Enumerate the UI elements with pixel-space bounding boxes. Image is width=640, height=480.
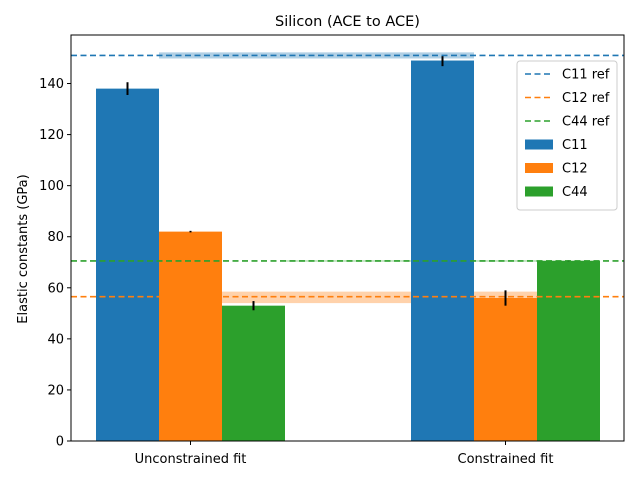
legend-swatch-C12: [525, 163, 553, 173]
y-axis-title: Elastic constants (GPa): [16, 174, 31, 323]
y-tick-label-7: 140: [39, 77, 64, 92]
legend-label-C12 ref: C12 ref: [562, 91, 610, 106]
y-tick-label-3: 60: [47, 281, 64, 296]
legend-label-C44: C44: [562, 185, 588, 200]
y-tick-label-0: 0: [56, 435, 64, 450]
x-tick-label-1: Constrained fit: [458, 452, 554, 467]
bar-C11-0: [96, 88, 159, 441]
chart-title: Silicon (ACE to ACE): [275, 14, 420, 30]
bar-C12-0: [159, 231, 222, 441]
bars: [96, 60, 600, 441]
x-tick-label-0: Unconstrained fit: [135, 452, 247, 467]
axes: 0 20 40 60 80 100 120 140 Unconstrained fit Const…: [39, 34, 625, 467]
legend: C11 ref C12 ref C44 ref C11 C12 C44: [516, 60, 618, 211]
legend-label-C11: C11: [562, 138, 588, 153]
bar-C12-1: [474, 298, 537, 441]
bar-C44-1: [537, 260, 600, 441]
bar-C44-0: [222, 305, 285, 441]
legend-label-C11 ref: C11 ref: [562, 68, 610, 83]
y-tick-label-5: 100: [39, 179, 64, 194]
legend-swatch-C11: [525, 139, 553, 150]
y-tick-label-2: 40: [47, 332, 64, 347]
reference-band-0: [159, 52, 474, 59]
plot-frame: [70, 34, 625, 442]
y-tick-label-4: 80: [47, 230, 64, 245]
legend-swatch-C44: [525, 186, 553, 197]
bar-C11-1: [411, 60, 474, 441]
error-bars: [126, 54, 570, 311]
legend-label-C44 ref: C44 ref: [562, 115, 610, 130]
reference-lines: [71, 54, 624, 298]
legend-label-C12: C12: [562, 162, 588, 177]
y-tick-label-1: 20: [47, 383, 64, 398]
y-tick-label-6: 120: [39, 128, 64, 143]
